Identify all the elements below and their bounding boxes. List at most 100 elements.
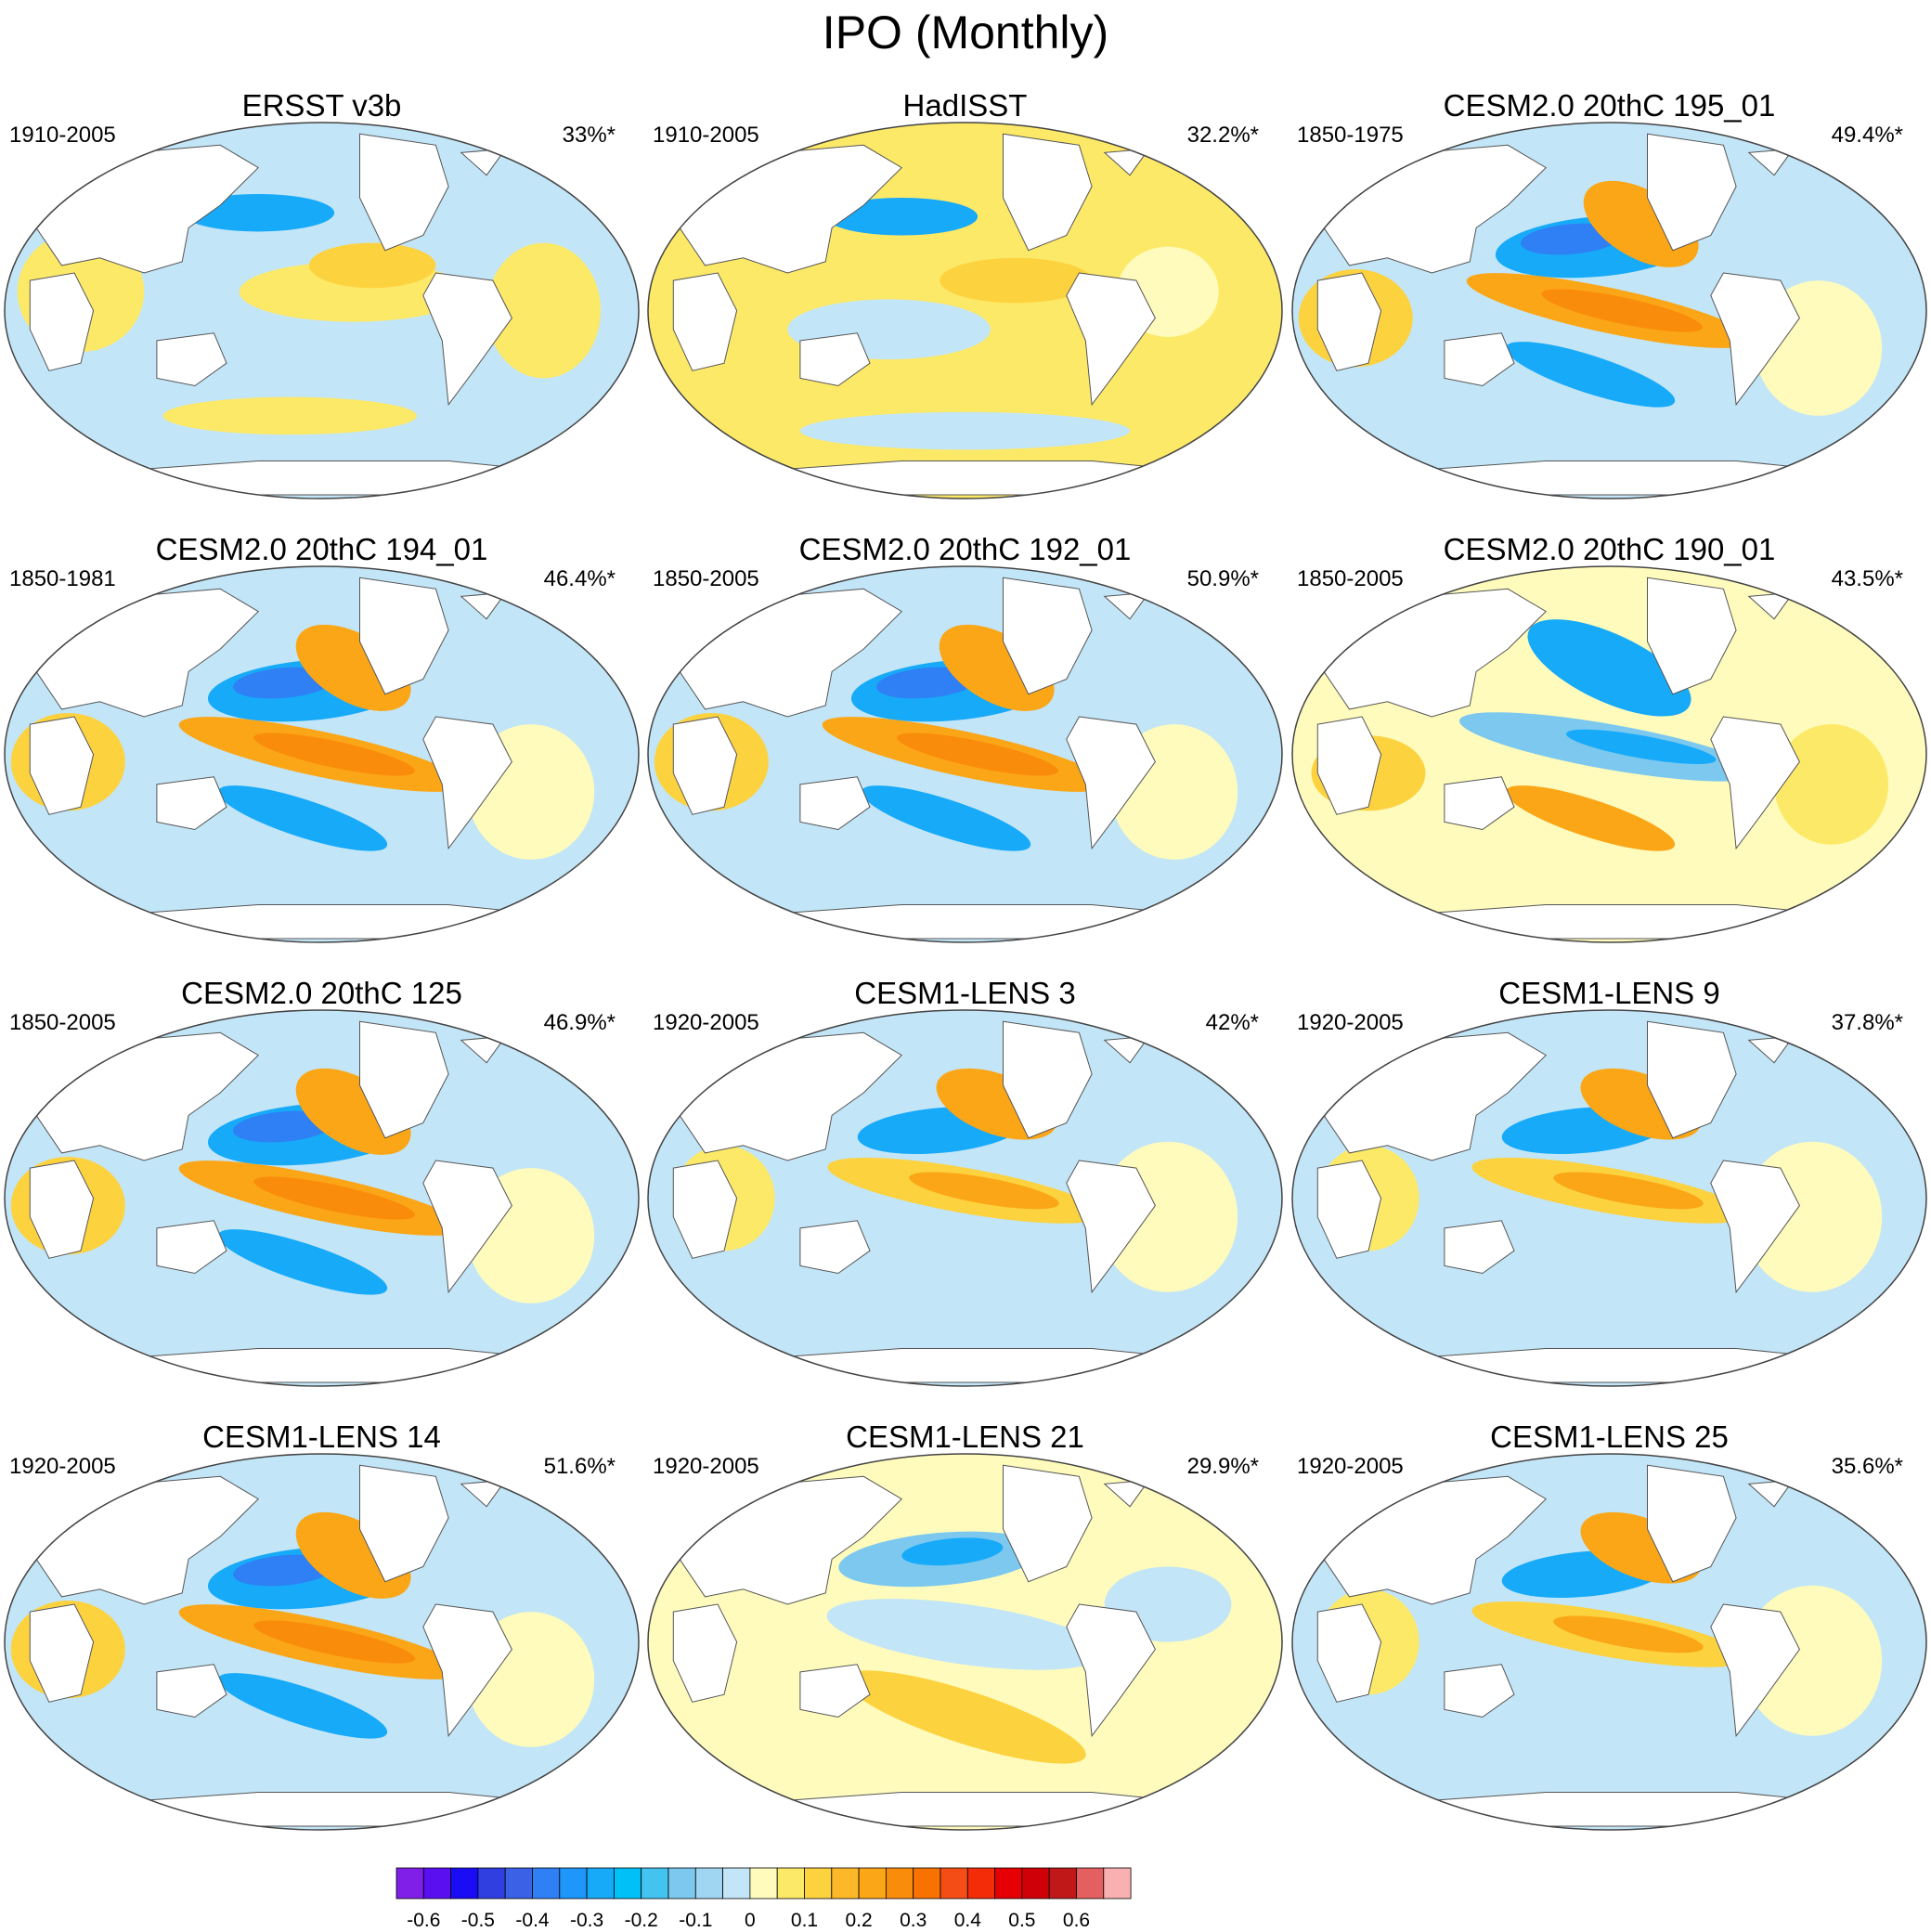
continent xyxy=(359,577,449,695)
continent xyxy=(1316,1160,1382,1259)
continent xyxy=(460,1035,507,1064)
panel-percent: 50.9%* xyxy=(1186,566,1259,591)
map-panel: CESM2.0 20thC 125 1850-2005 46.9%* xyxy=(0,888,643,1387)
colorbar-tick-label: -0.4 xyxy=(515,1910,550,1931)
continent xyxy=(422,1160,512,1294)
panel-percent: 29.9%* xyxy=(1186,1454,1259,1479)
panel-title: CESM2.0 20thC 190_01 xyxy=(1443,532,1776,566)
continent xyxy=(799,1220,871,1275)
world-map xyxy=(1291,122,1927,499)
continent xyxy=(1316,272,1382,371)
anomaly-region xyxy=(909,1172,1059,1210)
panel-percent: 37.8%* xyxy=(1831,1010,1903,1035)
world-map xyxy=(1291,1453,1927,1831)
continent xyxy=(672,272,738,371)
continent xyxy=(1003,577,1093,695)
panel-years: 1920-2005 xyxy=(653,1010,759,1035)
anomaly-region xyxy=(1553,1172,1704,1210)
anomaly-region xyxy=(217,1229,388,1295)
continent xyxy=(1710,1603,1800,1738)
continent xyxy=(422,1603,512,1738)
colorbar-tick-label: 0.1 xyxy=(791,1910,818,1931)
world-map xyxy=(1291,565,1927,943)
panel-title: CESM1-LENS 21 xyxy=(846,1420,1084,1454)
map-outline xyxy=(4,565,640,943)
panel-title: CESM2.0 20thC 195_01 xyxy=(1443,88,1776,123)
map-outline xyxy=(647,122,1283,499)
anomaly-region xyxy=(1505,342,1676,408)
map-outline xyxy=(4,1453,640,1831)
continent xyxy=(1710,272,1800,407)
continent xyxy=(359,1020,449,1139)
continent xyxy=(1647,1020,1737,1139)
anomaly-region xyxy=(295,1511,411,1599)
continent xyxy=(1647,133,1737,252)
continent xyxy=(156,1664,227,1718)
continent xyxy=(29,272,95,371)
anomaly-region xyxy=(162,396,417,435)
panel-title: CESM2.0 20thC 125 xyxy=(181,976,462,1010)
continent xyxy=(156,1220,227,1275)
figure-title: IPO (Monthly) xyxy=(822,6,1109,58)
panel-years: 1920-2005 xyxy=(9,1454,116,1479)
continent xyxy=(460,148,507,176)
continent xyxy=(29,1603,95,1703)
map-panel: ERSST v3b 1910-2005 33%* xyxy=(0,0,643,499)
map-panel: HadISST 1910-2005 32.2%* xyxy=(643,0,1287,499)
continent xyxy=(1747,1479,1795,1508)
continent xyxy=(1066,272,1156,407)
continent xyxy=(1444,776,1515,831)
panel-percent: 51.6%* xyxy=(543,1454,616,1479)
map-panel: CESM1-LENS 25 1920-2005 35.6%* xyxy=(1288,1331,1931,1831)
anomaly-region xyxy=(799,411,1131,450)
continent xyxy=(1747,591,1795,620)
anomaly-region xyxy=(217,1673,388,1739)
continent xyxy=(1103,1035,1150,1064)
anomaly-region xyxy=(826,1599,1104,1670)
map-outline xyxy=(1291,1009,1927,1387)
panel-percent: 35.6%* xyxy=(1831,1454,1903,1479)
map-panel: CESM1-LENS 14 1920-2005 51.6%* xyxy=(0,1331,643,1831)
map-panel: CESM2.0 20thC 192_01 1850-2005 50.9%* xyxy=(643,444,1287,943)
anomaly-region xyxy=(253,1620,416,1664)
map-panel: CESM2.0 20thC 190_01 1850-2005 43.5%* xyxy=(1288,444,1931,943)
continent xyxy=(672,716,738,815)
continent xyxy=(1066,1603,1156,1738)
continent xyxy=(1647,1464,1737,1583)
panel-years: 1920-2005 xyxy=(1297,1010,1404,1035)
map-outline xyxy=(647,1009,1283,1387)
anomaly-region xyxy=(486,242,602,379)
world-map xyxy=(4,122,640,499)
continent xyxy=(422,716,512,850)
anomaly-region xyxy=(1541,289,1704,332)
panel-title: CESM1-LENS 25 xyxy=(1490,1420,1729,1454)
anomaly-region xyxy=(233,667,334,699)
continent xyxy=(29,716,95,815)
anomaly-region xyxy=(308,242,436,289)
continent xyxy=(1316,716,1382,815)
colorbar-tick-label: -0.1 xyxy=(679,1910,712,1931)
map-outline xyxy=(4,1009,640,1387)
panel-years: 1920-2005 xyxy=(1297,1454,1404,1479)
colorbar-tick-label: 0.2 xyxy=(845,1910,872,1931)
panel-percent: 42%* xyxy=(1205,1010,1259,1035)
anomaly-region xyxy=(233,1110,334,1143)
continent xyxy=(799,776,871,831)
panel-title: CESM1-LENS 9 xyxy=(1498,976,1720,1010)
colorbar-tick-label: -0.3 xyxy=(570,1910,603,1931)
panel-years: 1920-2005 xyxy=(653,1454,759,1479)
continent xyxy=(1647,577,1737,695)
panel-years: 1910-2005 xyxy=(653,123,759,148)
colorbar-tick-label: 0.5 xyxy=(1008,1910,1035,1931)
anomaly-region xyxy=(1565,729,1717,764)
continent xyxy=(1710,716,1800,850)
anomaly-region xyxy=(897,733,1059,776)
anomaly-region xyxy=(217,785,388,851)
continent xyxy=(1710,1160,1800,1294)
world-map xyxy=(647,565,1283,943)
anomaly-region xyxy=(295,624,411,711)
map-panel: CESM1-LENS 9 1920-2005 37.8%* xyxy=(1288,888,1931,1387)
continent xyxy=(1066,716,1156,850)
anomaly-region xyxy=(825,198,978,236)
continent xyxy=(460,591,507,620)
